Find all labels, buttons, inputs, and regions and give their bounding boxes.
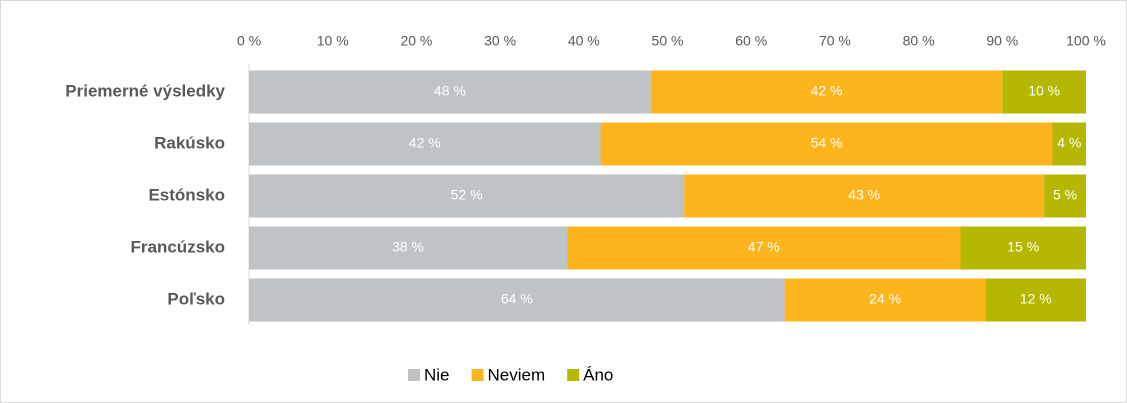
value-label: 48 % [434,83,466,99]
value-label: 52 % [451,187,483,203]
bar-segment [249,174,685,218]
legend-label: Áno [583,365,613,384]
bar-segment [960,226,1086,270]
x-tick-label: 70 % [819,33,851,49]
category-label: Estónsko [148,185,225,204]
value-label: 24 % [869,291,901,307]
bar-segment [249,122,601,166]
value-label: 64 % [501,291,533,307]
legend-label: Neviem [488,365,546,384]
value-label: 54 % [811,135,843,151]
value-label: 42 % [811,83,843,99]
legend-swatch [471,369,484,381]
value-label: 10 % [1028,83,1060,99]
category-label: Rakúsko [154,133,225,152]
x-tick-label: 10 % [317,33,349,49]
value-label: 5 % [1053,187,1077,203]
bar-segment [249,70,651,114]
legend-label: Nie [424,365,450,384]
bar-segment [249,278,785,322]
bar-segment [249,226,568,270]
value-label: 43 % [848,187,880,203]
category-label: Poľsko [167,289,225,308]
value-label: 38 % [392,239,424,255]
x-tick-label: 100 % [1066,33,1106,49]
legend-swatch [567,369,580,381]
bar-segment [1044,174,1086,218]
value-label: 47 % [748,239,780,255]
bar-segment [1002,70,1086,114]
legend-swatch [408,369,420,381]
value-label: 4 % [1057,135,1081,151]
category-label: Priemerné výsledky [65,81,225,100]
value-label: 12 % [1020,291,1052,307]
bar-segment [784,278,986,322]
x-tick-label: 20 % [400,33,432,49]
value-label: 15 % [1007,239,1039,255]
x-tick-label: 50 % [652,33,684,49]
category-label: Francúzsko [131,237,225,256]
bar-segment [600,122,1053,166]
bar-segment [1052,122,1086,166]
x-tick-label: 60 % [735,33,767,49]
bar-segment [985,278,1086,322]
bar-segment [650,70,1003,114]
x-tick-label: 40 % [568,33,600,49]
x-tick-label: 80 % [903,33,935,49]
bar-segment [684,174,1045,218]
x-tick-label: 0 % [237,33,261,49]
x-tick-label: 90 % [986,33,1018,49]
x-tick-label: 30 % [484,33,516,49]
bar-segment [567,226,961,270]
value-label: 42 % [409,135,441,151]
